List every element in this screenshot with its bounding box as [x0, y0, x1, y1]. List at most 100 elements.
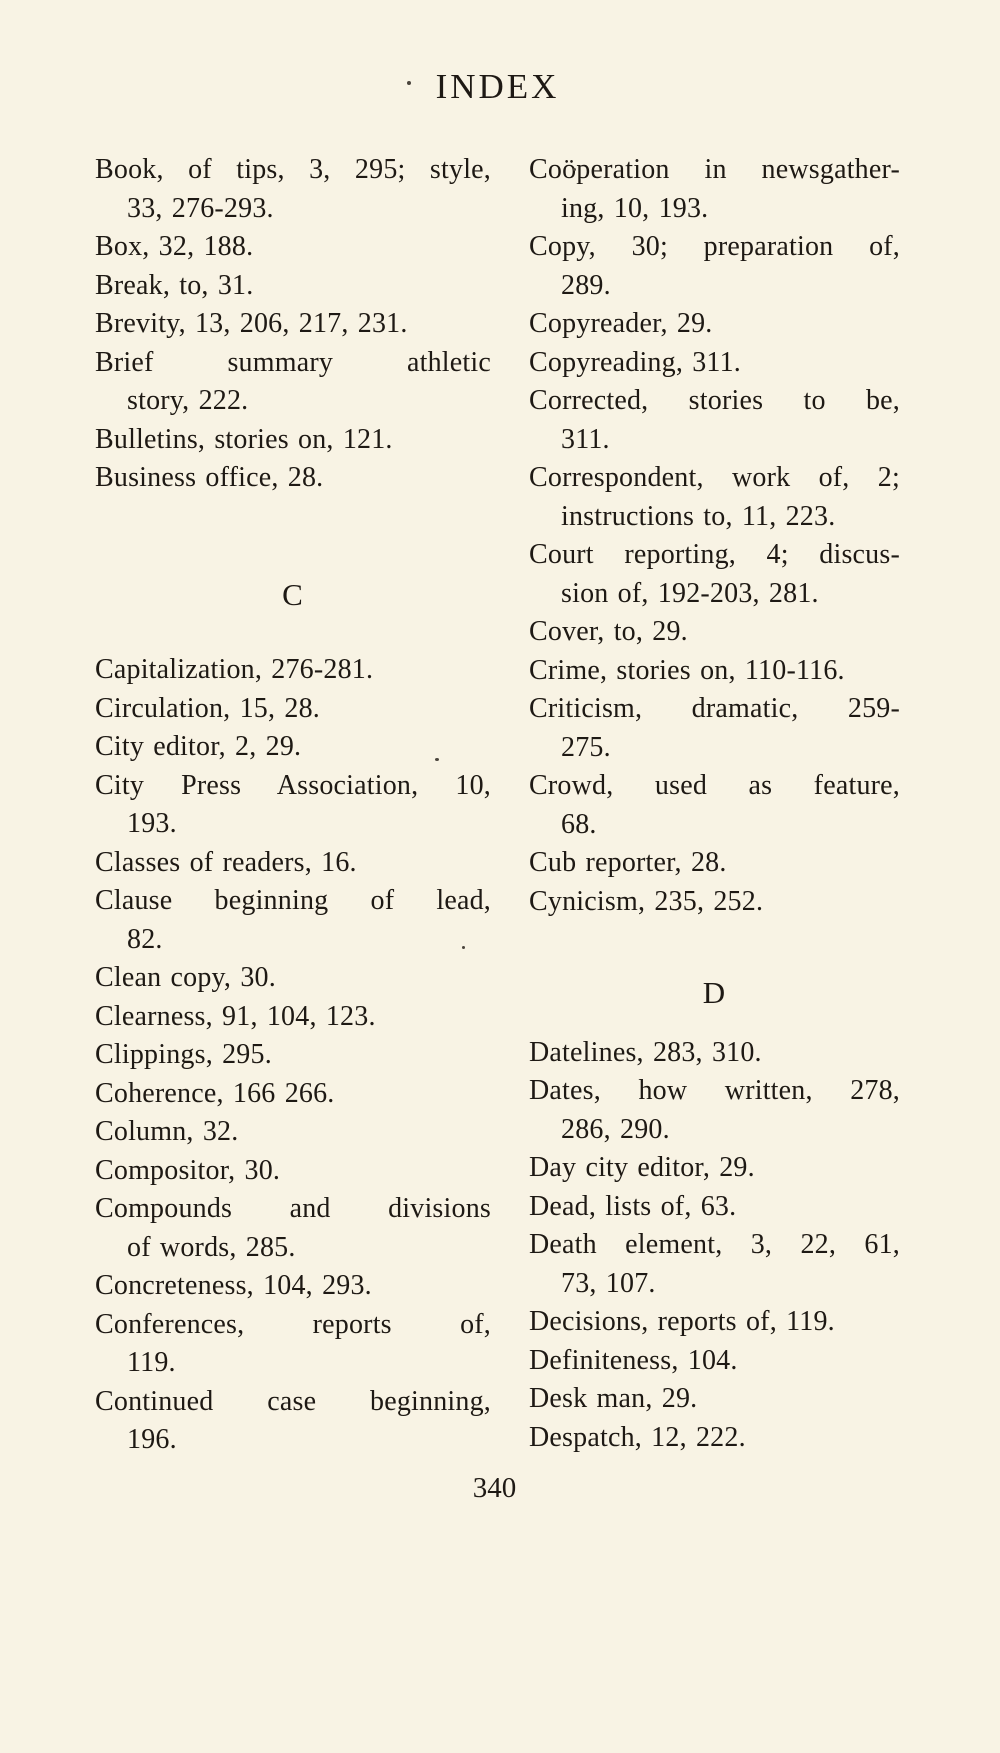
index-entry: Capitalization, 276-281.: [95, 651, 491, 690]
entry-line: instructions to, 11, 223.: [561, 500, 836, 532]
index-entry: Dead, lists of, 63.: [529, 1188, 900, 1227]
index-entry: Box, 32, 188.: [95, 228, 491, 267]
entry-line: Brief summary athletic: [95, 346, 491, 378]
entry-line: Dates, how written, 278,: [529, 1075, 900, 1106]
entry-line: Clearness, 91, 104, 123.: [95, 1000, 376, 1032]
entry-line: story, 222.: [127, 385, 249, 416]
index-entry: Concreteness, 104, 293.: [95, 1267, 491, 1306]
index-entry: Crime, stories on, 110-116.: [529, 652, 900, 691]
scan-speck: [573, 168, 576, 171]
entry-line: sion of, 192-203, 281.: [561, 577, 819, 609]
entry-line: Clean copy, 30.: [95, 962, 276, 993]
entry-line: Crime, stories on, 110-116.: [529, 654, 845, 686]
index-entry: Correspondent, work of, 2; instructions t…: [529, 459, 900, 536]
entry-line: Datelines, 283, 310.: [529, 1036, 762, 1068]
index-column-left: Book, of tips, 3, 295; style, 33, 276-293…: [95, 151, 491, 1460]
entry-line: Corrected, stories to be,: [529, 385, 900, 416]
index-entry: Cub reporter, 28.: [529, 844, 900, 883]
page-number: 340: [472, 1471, 517, 1504]
entry-line: of words, 285.: [127, 1231, 296, 1263]
entry-line: Coherence, 166 266.: [95, 1077, 335, 1109]
entry-line: 73, 107.: [561, 1267, 656, 1299]
index-entry: Death element, 3, 22, 61, 73, 107.: [529, 1226, 900, 1303]
index-entry: Crowd, used as feature, 68.: [529, 767, 900, 844]
entry-line: Business office, 28.: [95, 462, 324, 493]
entry-line: Capitalization, 276-281.: [95, 654, 374, 685]
book-page: { "page": { "title": "INDEX", "page_numb…: [0, 69, 1000, 1753]
entry-line: 119.: [127, 1347, 176, 1378]
index-entry: Bulletins, stories on, 121.: [95, 421, 491, 460]
index-entry: Business office, 28.: [95, 459, 491, 498]
index-entry: Desk man, 29.: [529, 1380, 900, 1419]
page-title: INDEX: [435, 67, 560, 106]
entry-line: Desk man, 29.: [529, 1383, 698, 1414]
index-columns: Book, of tips, 3, 295; style, 33, 276-293…: [95, 151, 900, 1460]
entry-line: Cub reporter, 28.: [529, 847, 727, 878]
index-column-right: Coöperation in newsgather-ing, 10, 193. C…: [529, 151, 900, 1457]
entry-line: ing, 10, 193.: [561, 192, 709, 224]
entry-line: 68.: [561, 808, 597, 840]
index-entry: Conferences, reports of, 119.: [95, 1306, 491, 1383]
index-entry: Coherence, 166 266.: [95, 1075, 491, 1114]
entry-line: 289.: [561, 269, 611, 301]
index-entry: City editor, 2, 29.: [95, 728, 491, 767]
entry-line: 311.: [561, 423, 610, 455]
section-heading-d: D: [702, 975, 727, 1010]
index-entry: Copy, 30; preparation of, 289.: [529, 228, 900, 305]
index-entry: Cynicism, 235, 252.: [529, 883, 900, 922]
index-entry: Decisions, reports of, 119.: [529, 1303, 900, 1342]
entry-line: City Press Association, 10,: [95, 769, 491, 801]
entry-line: Cover, to, 29.: [529, 616, 688, 647]
entry-line: 196.: [127, 1424, 177, 1455]
entry-line: Death element, 3, 22, 61,: [529, 1229, 900, 1260]
entry-line: Classes of readers, 16.: [95, 846, 357, 878]
entry-line: Clause beginning of lead,: [95, 885, 491, 916]
entry-line: Copy, 30; preparation of,: [529, 231, 900, 262]
index-entry: Clean copy, 30.: [95, 959, 491, 998]
entry-line: Compounds and divisions: [95, 1193, 491, 1224]
index-entry: Dates, how written, 278, 286, 290.: [529, 1072, 900, 1149]
index-entry: Copyreading, 311.: [529, 344, 900, 383]
entry-line: 286, 290.: [561, 1113, 670, 1145]
index-entry: Court reporting, 4; discus-sion of, 192-…: [529, 536, 900, 613]
entry-line: 82.: [127, 923, 163, 955]
index-entry: Clause beginning of lead, 82.: [95, 882, 491, 959]
entry-line: City editor, 2, 29.: [95, 731, 302, 762]
entry-line: Compositor, 30.: [95, 1154, 281, 1186]
index-entry: Criticism, dramatic, 259- 275.: [529, 690, 900, 767]
index-entry: Compounds and divisions of words, 285.: [95, 1190, 491, 1267]
section-heading-c: C: [282, 576, 304, 612]
entry-line: 33, 276-293.: [127, 192, 274, 224]
entry-line: Coöperation in newsgather-: [529, 154, 900, 185]
entry-line: 275.: [561, 731, 611, 763]
index-entry: Clearness, 91, 104, 123.: [95, 998, 491, 1037]
entry-line: Decisions, reports of, 119.: [529, 1306, 835, 1337]
index-entry: Cover, to, 29.: [529, 613, 900, 652]
index-entry: Compositor, 30.: [95, 1152, 491, 1191]
entry-line: Concreteness, 104, 293.: [95, 1270, 372, 1301]
entry-line: Box, 32, 188.: [95, 231, 254, 262]
index-entry: Despatch, 12, 222.: [529, 1419, 900, 1458]
index-entry: City Press Association, 10, 193.: [95, 767, 491, 844]
entry-line: Definiteness, 104.: [529, 1344, 738, 1376]
index-entry: Corrected, stories to be, 311.: [529, 382, 900, 459]
entry-line: Criticism, dramatic, 259-: [529, 693, 900, 724]
index-entry: Break, to, 31.: [95, 267, 491, 306]
entry-line: Conferences, reports of,: [95, 1308, 491, 1340]
index-entry: Column, 32.: [95, 1113, 491, 1152]
index-entry: Brevity, 13, 206, 217, 231.: [95, 305, 491, 344]
index-entry: Coöperation in newsgather-ing, 10, 193.: [529, 151, 900, 228]
scan-speck: [407, 81, 411, 85]
entry-line: Copyreader, 29.: [529, 308, 713, 339]
index-entry: Day city editor, 29.: [529, 1149, 900, 1188]
entry-line: Circulation, 15, 28.: [95, 692, 320, 724]
index-entry: Circulation, 15, 28.: [95, 690, 491, 729]
entry-line: Break, to, 31.: [95, 269, 254, 301]
entry-line: Despatch, 12, 222.: [529, 1421, 746, 1453]
index-entry: Brief summary athletic story, 222.: [95, 344, 491, 421]
index-entry: Definiteness, 104.: [529, 1342, 900, 1381]
entry-line: Column, 32.: [95, 1116, 239, 1147]
entry-line: Brevity, 13, 206, 217, 231.: [95, 308, 408, 339]
index-entry: Classes of readers, 16.: [95, 844, 491, 883]
index-entry: Clippings, 295.: [95, 1036, 491, 1075]
